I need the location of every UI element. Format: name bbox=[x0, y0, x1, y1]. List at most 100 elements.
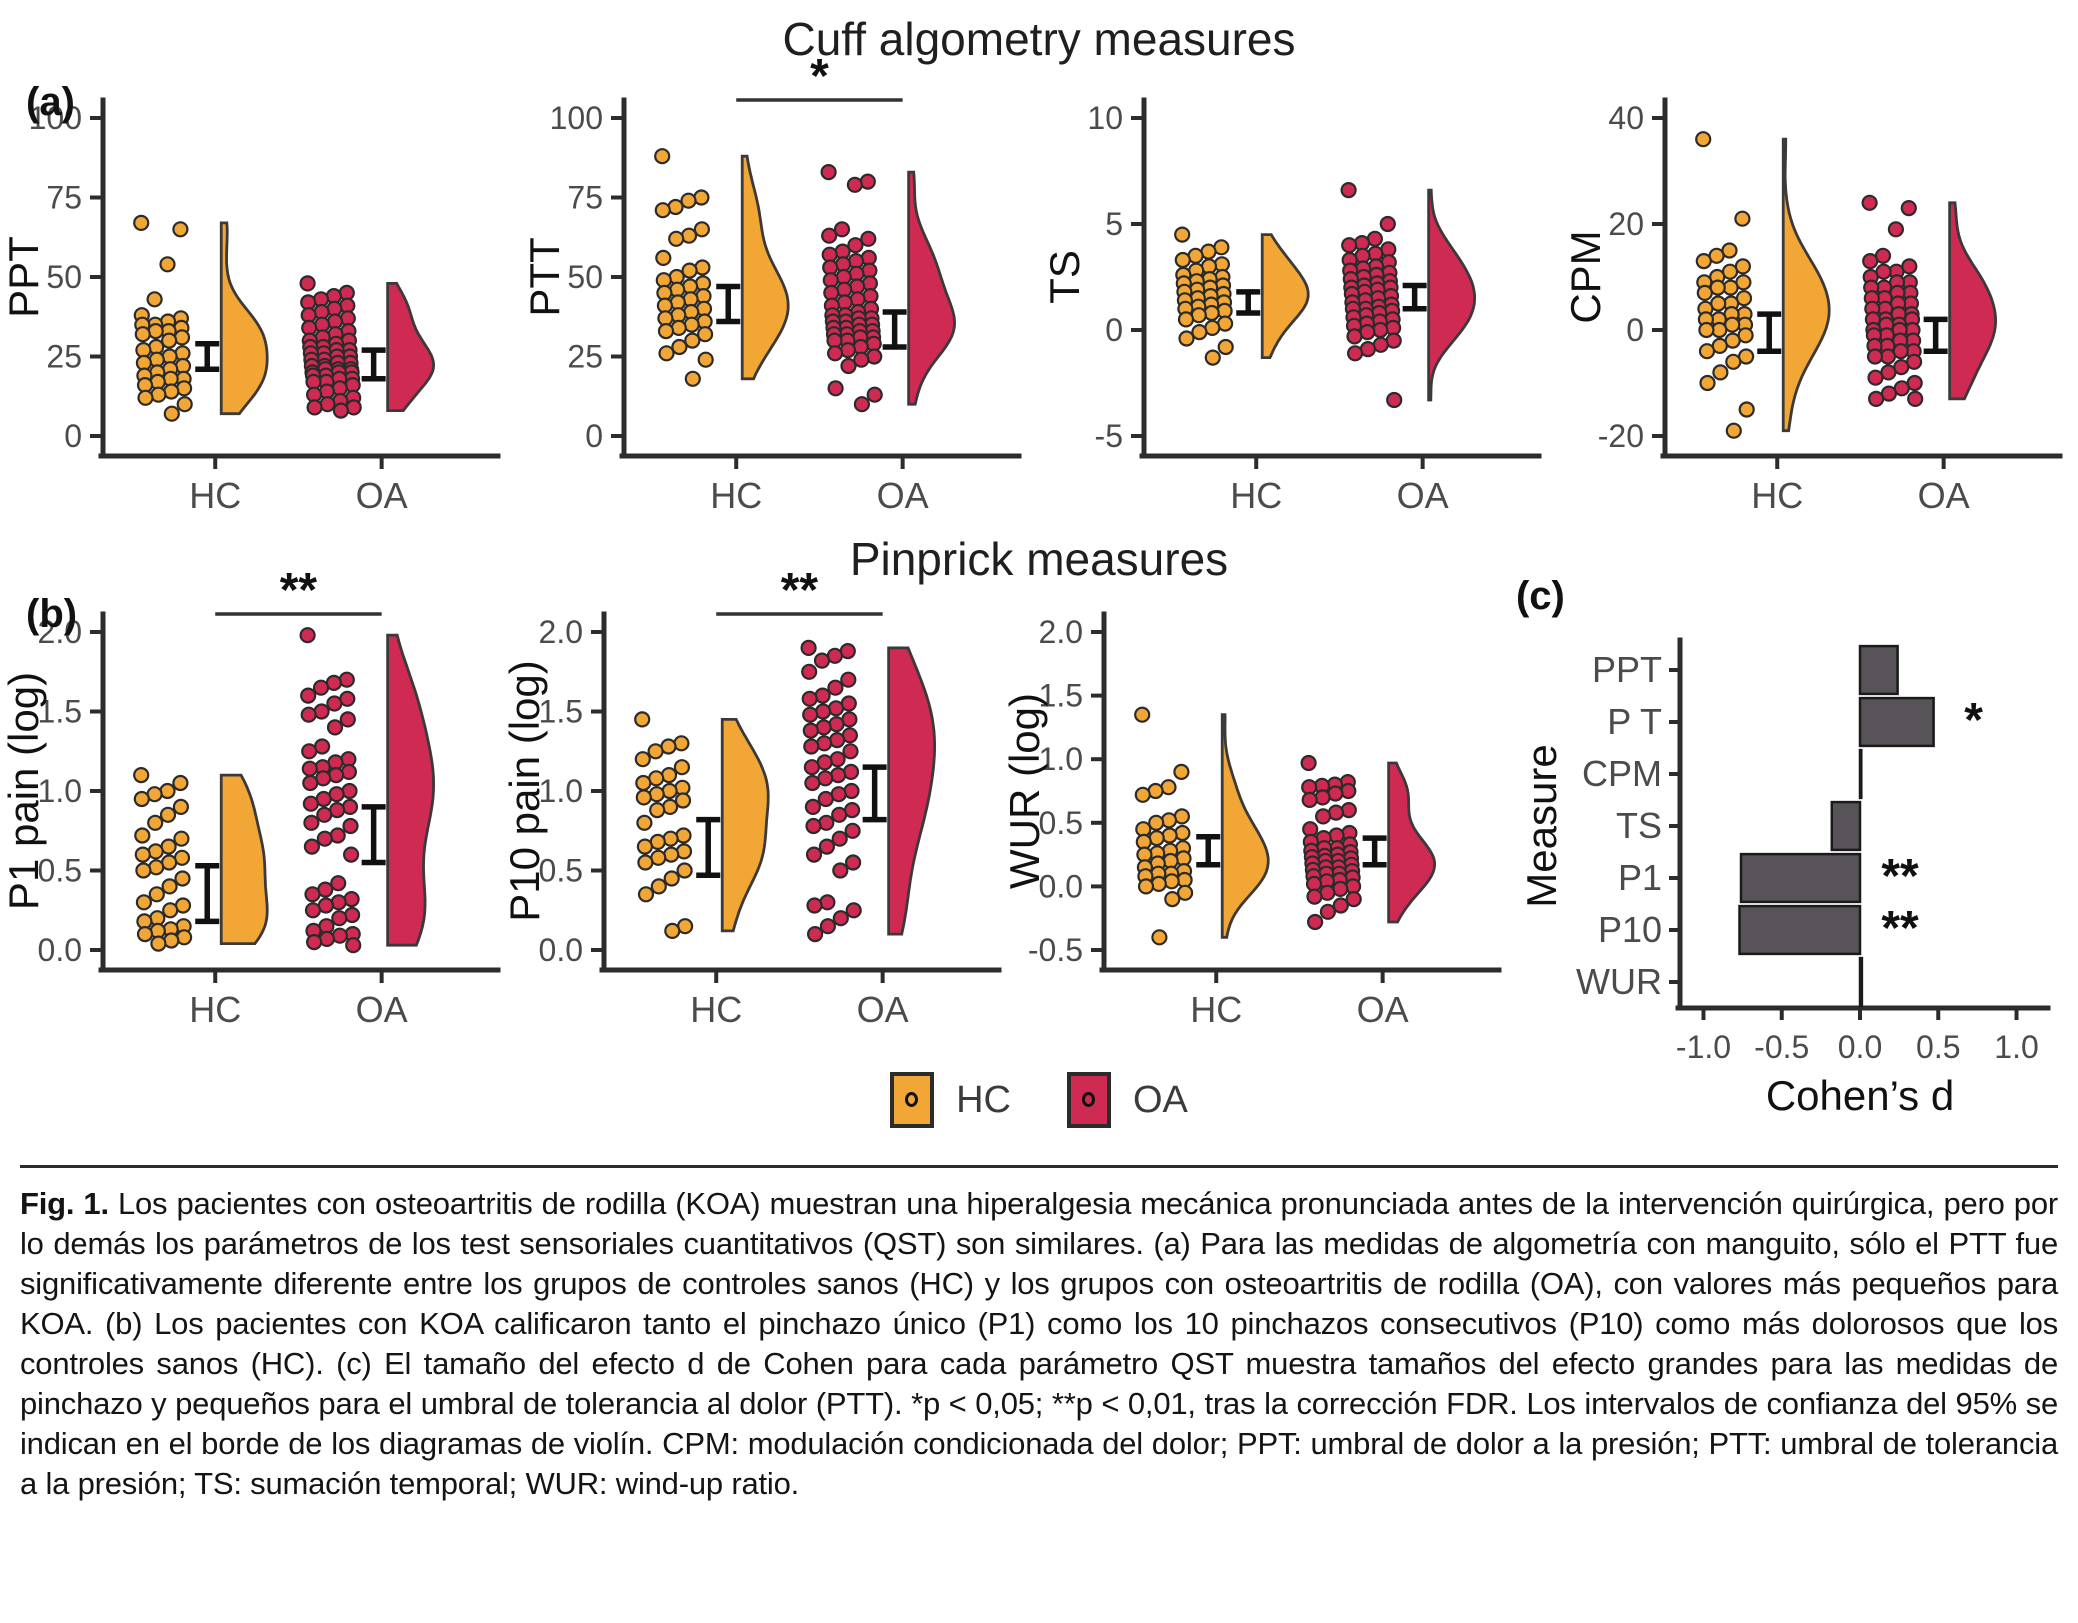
legend-item-oa: OA bbox=[1066, 1072, 1188, 1128]
scatter-points bbox=[133, 767, 193, 952]
panel-label-a: (a) bbox=[26, 80, 75, 124]
svg-text:0.0: 0.0 bbox=[38, 932, 82, 968]
title-pinprick: Pinprick measures bbox=[849, 533, 1229, 585]
panel-a-row: 0 25 50 75 100 HC OA PPT 0 25 50 75 100 HC OA * PTT -5 0… bbox=[0, 50, 2078, 520]
svg-text:OA: OA bbox=[356, 475, 408, 516]
scatter-points bbox=[1174, 226, 1235, 366]
svg-text:100: 100 bbox=[29, 100, 82, 136]
svg-text:**: ** bbox=[780, 564, 818, 617]
svg-text:OA: OA bbox=[1918, 475, 1970, 516]
svg-text:0.0: 0.0 bbox=[1838, 1029, 1882, 1065]
half-violin bbox=[886, 646, 936, 936]
cohen-bar-TS bbox=[1830, 800, 1862, 852]
group-oa bbox=[800, 639, 936, 943]
oa-swatch-icon bbox=[1066, 1072, 1111, 1128]
cohen-bar-WUR bbox=[1858, 956, 1864, 1008]
svg-text:P1: P1 bbox=[1618, 857, 1662, 898]
group-hc bbox=[1134, 706, 1270, 946]
svg-text:**: ** bbox=[1881, 902, 1919, 955]
title-cuff-algometry: Cuff algometry measures bbox=[782, 13, 1296, 65]
svg-text:1.0: 1.0 bbox=[38, 773, 82, 809]
svg-text:TS: TS bbox=[1616, 805, 1662, 846]
chart-wur-raincloud: -0.5 0.0 0.5 1.0 1.5 2.0 HC OA WUR (log) bbox=[1001, 611, 1502, 1030]
scatter-points bbox=[1695, 131, 1755, 439]
group-hc bbox=[133, 214, 269, 422]
svg-text:PTT: PTT bbox=[521, 237, 568, 316]
svg-text:0: 0 bbox=[1106, 312, 1124, 348]
svg-text:WUR: WUR bbox=[1576, 961, 1662, 1002]
ci-error-bar bbox=[1236, 289, 1261, 316]
svg-text:50: 50 bbox=[567, 259, 603, 295]
ci-error-bar bbox=[1402, 282, 1427, 312]
ci-error-bar bbox=[715, 283, 740, 325]
svg-text:1.0: 1.0 bbox=[538, 773, 582, 809]
svg-text:*: * bbox=[1964, 694, 1983, 747]
svg-text:OA: OA bbox=[856, 989, 908, 1030]
svg-text:-20: -20 bbox=[1598, 418, 1644, 454]
svg-text:PPT: PPT bbox=[1592, 649, 1662, 690]
chart-ppt-raincloud: 0 25 50 75 100 HC OA PPT bbox=[0, 97, 501, 516]
ci-error-bar bbox=[862, 764, 887, 823]
svg-text:-0.5: -0.5 bbox=[1754, 1029, 1809, 1065]
half-violin bbox=[740, 154, 790, 381]
caption-text: Los pacientes con osteoartritis de rodil… bbox=[20, 1186, 2058, 1501]
svg-text:OA: OA bbox=[356, 989, 408, 1030]
panel-b-row: 0.0 0.5 1.0 1.5 2.0 HC OA ** P1 pain (log) 0.0 0.… bbox=[0, 564, 2078, 1127]
svg-text:HC: HC bbox=[189, 475, 241, 516]
group-hc bbox=[633, 711, 770, 939]
scatter-points bbox=[299, 275, 362, 419]
ci-error-bar bbox=[195, 862, 220, 925]
group-hc bbox=[133, 767, 269, 952]
panel-label-c: (c) bbox=[1515, 574, 1565, 618]
group-oa bbox=[1340, 181, 1477, 409]
scatter-points bbox=[653, 148, 714, 387]
hc-swatch-icon bbox=[890, 1072, 935, 1128]
svg-text:HC: HC bbox=[1191, 989, 1243, 1030]
svg-text:-5: -5 bbox=[1095, 418, 1123, 454]
svg-text:CPM: CPM bbox=[1562, 230, 1609, 323]
svg-text:1.5: 1.5 bbox=[38, 694, 82, 730]
svg-text:0.0: 0.0 bbox=[538, 932, 582, 968]
oa-point-icon bbox=[1081, 1092, 1095, 1107]
panel-c-wrap: (c) PPT P T * CPM TS P1 ** P10 ** WUR -1.0 -0.5 0.0 0… bbox=[1510, 574, 2070, 1126]
cohen-bar-PPT bbox=[1858, 644, 1899, 696]
caption-block: Fig. 1. Los pacientes con osteoartritis … bbox=[20, 1165, 2058, 1504]
svg-text:HC: HC bbox=[1751, 475, 1803, 516]
half-violin bbox=[1427, 188, 1477, 402]
svg-text:0: 0 bbox=[64, 418, 82, 454]
half-violin bbox=[1221, 713, 1270, 939]
group-hc bbox=[1174, 226, 1310, 366]
svg-text:TS: TS bbox=[1041, 250, 1088, 304]
ci-error-bar bbox=[882, 309, 907, 350]
svg-text:20: 20 bbox=[1608, 206, 1644, 242]
chart-ts-raincloud: -5 0 5 10 HC OA TS bbox=[1041, 97, 1542, 516]
group-legend: HC OA bbox=[0, 1065, 2078, 1135]
svg-text:*: * bbox=[810, 50, 829, 103]
half-violin bbox=[1261, 233, 1310, 359]
scatter-points bbox=[1300, 754, 1363, 931]
svg-text:50: 50 bbox=[46, 259, 82, 295]
svg-text:5: 5 bbox=[1106, 206, 1124, 242]
half-violin bbox=[1948, 201, 1997, 401]
group-oa bbox=[299, 627, 436, 954]
scatter-points bbox=[800, 639, 862, 943]
svg-text:2.0: 2.0 bbox=[1039, 614, 1083, 650]
ci-error-bar bbox=[1196, 834, 1221, 868]
svg-text:75: 75 bbox=[567, 180, 603, 216]
group-oa bbox=[1300, 754, 1437, 931]
svg-text:0.5: 0.5 bbox=[1039, 805, 1083, 841]
group-oa bbox=[1861, 194, 1997, 407]
scatter-points bbox=[633, 711, 693, 939]
half-violin bbox=[386, 633, 436, 947]
svg-text:**: ** bbox=[280, 564, 318, 617]
svg-text:Measure: Measure bbox=[1518, 744, 1565, 907]
ci-error-bar bbox=[1757, 311, 1782, 354]
svg-text:Cohen’s d: Cohen’s d bbox=[1766, 1072, 1954, 1119]
svg-text:2.0: 2.0 bbox=[538, 614, 582, 650]
svg-text:-0.5: -0.5 bbox=[1028, 932, 1083, 968]
svg-text:25: 25 bbox=[567, 339, 603, 375]
svg-text:1.5: 1.5 bbox=[538, 694, 582, 730]
svg-text:WUR (log): WUR (log) bbox=[1001, 693, 1048, 889]
legend-label-hc: HC bbox=[956, 1078, 1011, 1121]
